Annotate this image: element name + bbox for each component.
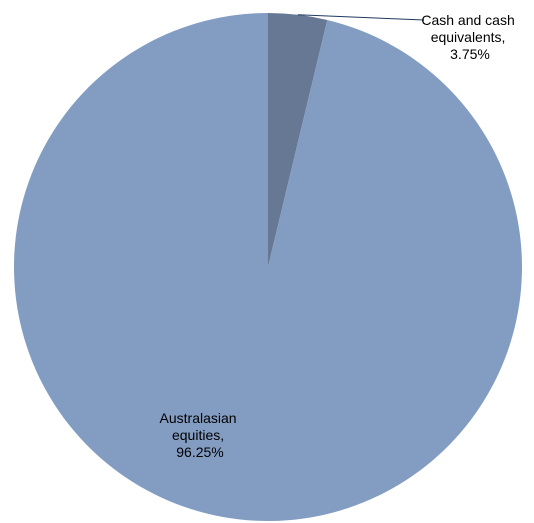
slice-label-equities-line-3: 96.25%	[176, 444, 223, 460]
slice-label-equities: Australasian equities, 96.25%	[160, 410, 241, 460]
pie-slice-cash	[268, 13, 328, 267]
slice-label-cash-line-1: Cash and cash	[421, 12, 514, 28]
slice-label-equities-line-2: equities,	[172, 427, 224, 443]
pie-slice-equities	[13, 13, 522, 521]
slice-label-equities-line-1: Australasian	[160, 410, 237, 426]
pie-slices	[13, 13, 522, 521]
slice-label-cash: Cash and cash equivalents, 3.75%	[421, 12, 518, 62]
leader-line-cash	[297, 14, 425, 21]
slice-label-cash-line-3: 3.75%	[450, 46, 490, 62]
slice-label-cash-line-2: equivalents,	[431, 29, 506, 45]
